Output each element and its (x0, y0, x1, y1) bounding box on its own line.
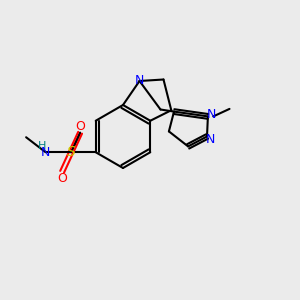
Text: O: O (75, 120, 85, 133)
Text: N: N (206, 133, 215, 146)
Text: H: H (38, 141, 46, 151)
Text: N: N (207, 107, 216, 121)
Text: N: N (41, 146, 50, 159)
Text: O: O (57, 172, 67, 185)
Text: S: S (67, 145, 76, 159)
Text: N: N (135, 74, 144, 88)
